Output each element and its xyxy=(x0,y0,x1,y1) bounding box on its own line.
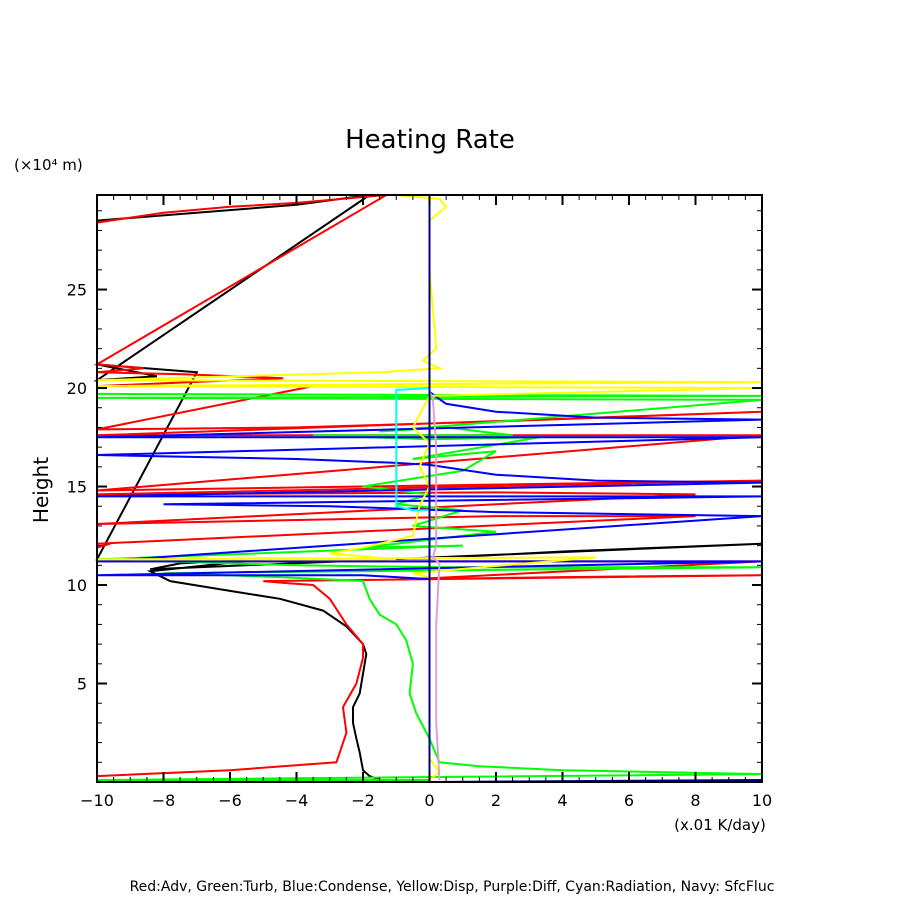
x-tick-label: 0 xyxy=(424,791,434,810)
y-tick-label: 15 xyxy=(67,478,87,497)
series-line-disp xyxy=(96,194,763,781)
x-tick-label: 4 xyxy=(557,791,567,810)
x-axis-label: (x.01 K/day) xyxy=(674,816,766,834)
y-tick-label: 25 xyxy=(67,281,87,300)
series-line-diff xyxy=(428,391,441,781)
legend-caption: Red:Adv, Green:Turb, Blue:Condense, Yell… xyxy=(130,879,775,895)
series-line-radiation xyxy=(395,387,430,512)
y-tick-label: 10 xyxy=(67,576,87,595)
series-layer xyxy=(93,194,763,784)
x-tick-label: −6 xyxy=(218,791,242,810)
y-tick-label: 20 xyxy=(67,379,87,398)
plot-frame xyxy=(96,194,763,783)
chart-title: Heating Rate xyxy=(345,125,515,155)
y-tick-label: 5 xyxy=(77,675,87,694)
y-axis-label: Height xyxy=(29,457,53,523)
x-tick-label: 2 xyxy=(491,791,501,810)
x-tick-label: −8 xyxy=(152,791,176,810)
x-tick-label: −4 xyxy=(285,791,309,810)
y-unit-label: (×10⁴ m) xyxy=(14,156,83,174)
x-tick-label: −10 xyxy=(80,791,114,810)
x-tick-label: −2 xyxy=(351,791,375,810)
x-tick-label: 10 xyxy=(752,791,772,810)
x-tick-label: 6 xyxy=(624,791,634,810)
x-tick-label: 8 xyxy=(690,791,700,810)
series-line-turb xyxy=(96,392,763,781)
